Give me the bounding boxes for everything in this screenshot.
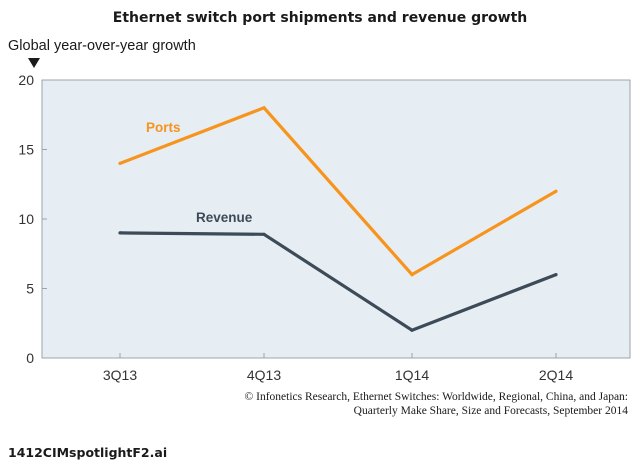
chart-title: Ethernet switch port shipments and reven… [113, 10, 528, 26]
y-tick-label: 10 [18, 211, 34, 227]
data-point-ports [410, 273, 414, 277]
series-label-revenue: Revenue [196, 210, 253, 225]
plot-area [41, 79, 631, 359]
x-tick-label: 2Q14 [539, 367, 573, 383]
y-tick-label: 20 [18, 72, 34, 88]
series-line-revenue [119, 231, 557, 332]
y-tick-label: 5 [26, 281, 34, 297]
y-tick-label: 0 [26, 350, 34, 366]
data-point-revenue [118, 231, 122, 235]
series-group: Ports Revenue [118, 105, 558, 332]
source-line-2: Quarterly Make Share, Size and Forecasts… [354, 405, 629, 417]
y-axis-arrow-icon [28, 58, 40, 68]
y-axis-label: Global year-over-year growth [8, 38, 196, 54]
x-axis-ticks: 3Q13 4Q13 1Q14 2Q14 [103, 353, 573, 383]
data-point-ports [262, 106, 266, 110]
data-point-revenue [554, 273, 558, 277]
x-tick-label: 3Q13 [103, 367, 137, 383]
source-line-1: © Infonetics Research, Ethernet Switches… [245, 391, 629, 403]
data-point-ports [554, 189, 558, 193]
data-point-ports [118, 161, 122, 165]
y-axis-ticks: 0 5 10 15 20 [18, 72, 47, 366]
data-point-revenue [262, 232, 266, 236]
series-label-ports: Ports [146, 120, 181, 135]
x-tick-label: 4Q13 [247, 367, 281, 383]
data-point-revenue [410, 328, 414, 332]
series-line-ports [119, 105, 557, 277]
file-id: 1412CIMspotlightF2.ai [8, 445, 167, 460]
x-tick-label: 1Q14 [395, 367, 429, 383]
y-tick-label: 15 [18, 142, 34, 158]
